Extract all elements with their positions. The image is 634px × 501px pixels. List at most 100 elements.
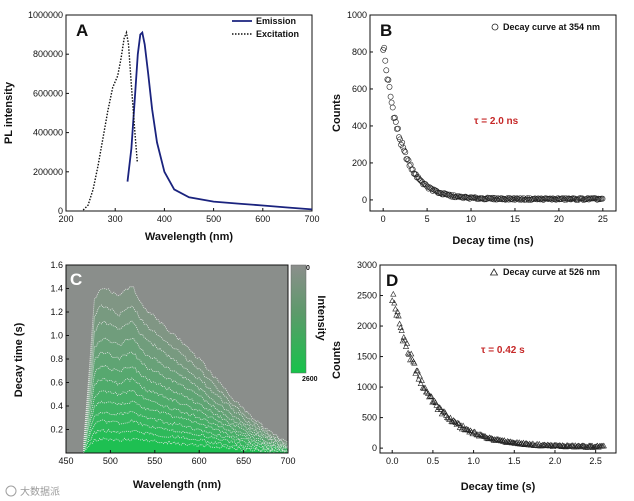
watermark-logo-icon [5,485,17,497]
panel-a-axis-x: 200 300 400 500 600 700 [58,208,320,224]
panel-c-ytick-label: 0.4 [50,401,63,411]
panel-a-ytick-label: 600000 [33,88,63,98]
data-point [592,443,599,450]
data-point [437,405,445,412]
panel-a-axis-y: 0 200000 400000 600000 800000 1000000 [28,10,69,216]
panel-d-xlabel: Decay time (s) [461,481,536,493]
panel-b-ylabel: Counts [331,94,343,132]
data-point [407,161,414,168]
data-point [381,44,388,51]
panel-c-ytick-label: 0.8 [50,354,63,364]
data-point [499,196,506,203]
data-point [485,194,492,201]
panel-d-ytick-label: 3000 [357,260,377,270]
panel-c-xtick-label: 700 [280,456,295,466]
panel-a-xlabel: Wavelength (nm) [145,231,234,243]
data-point [418,377,425,383]
legend-b-label: Decay curve at 354 nm [503,22,600,32]
panel-c-ytick-label: 1.0 [50,331,63,341]
panel-d-points [389,290,607,450]
data-point [562,443,569,450]
data-point [391,299,398,306]
panel-c-xtick-label: 650 [236,456,251,466]
data-point [399,337,406,344]
panel-d-ytick-label: 1500 [357,352,377,362]
data-point [470,428,477,435]
data-point [386,84,393,90]
data-point [444,414,451,420]
colorbar-title: Intensity [315,295,327,341]
data-point [409,166,416,173]
watermark-text: 大数据派 [20,485,60,498]
panel-c-ytick-label: 1.2 [50,307,63,317]
panel-d-ytick-label: 1000 [357,382,377,392]
data-point [408,350,415,357]
legend-emission-label: Emission [256,16,296,26]
data-point [600,442,607,449]
panel-d-ytick-label: 2000 [357,321,377,331]
panel-b: B 0 5 10 15 20 25 0 200 400 600 800 1000 Decay cur… [331,10,617,247]
colorbar [290,264,307,374]
panel-c-ylabel: Decay time (s) [13,322,25,397]
legend-b-marker [491,23,499,31]
panel-b-tau: τ = 2.0 ns [474,116,519,127]
data-point [420,181,427,188]
panel-b-ytick-label: 400 [352,121,367,131]
data-point [416,372,423,379]
panel-a-ytick-label: 800000 [33,49,63,59]
data-point [599,195,606,202]
panel-a: A 200 300 400 500 600 700 0 200000 400000 600000… [3,10,320,243]
panel-d-ytick-label: 0 [372,443,377,453]
panel-a-xtick-label: 200 [58,214,73,224]
panel-a-ytick-label: 400000 [33,128,63,138]
data-point [595,195,602,202]
data-point [418,177,424,184]
panel-d-xtick-label: 0.0 [386,456,399,466]
data-point [567,442,575,449]
data-point [505,196,512,203]
data-point [384,76,391,83]
panel-c-ytick-label: 0.2 [50,425,63,435]
data-point [415,375,422,382]
panel-b-ytick-label: 600 [352,84,367,94]
data-point [491,194,498,201]
panel-c-xtick-label: 450 [58,456,73,466]
panel-c-ytick-label: 0.6 [50,378,63,388]
data-point [433,401,440,408]
data-point [599,442,606,449]
data-point [451,418,458,424]
panel-c-ytick-label: 1.4 [50,284,63,294]
data-point [568,442,576,448]
data-point [389,104,396,111]
panel-a-ylabel: PL intensity [3,81,15,144]
data-point [415,174,421,180]
data-point [543,442,550,449]
data-point [492,437,500,443]
data-point [389,297,396,303]
panel-a-label: A [76,21,88,40]
panel-b-ytick-label: 200 [352,158,367,168]
panel-b-ytick-label: 1000 [347,10,367,20]
data-point [393,311,400,318]
data-point [446,191,453,198]
panel-b-axis-x: 0 5 10 15 20 25 [381,208,608,224]
data-point [504,195,511,202]
data-point [383,67,390,74]
data-point [484,435,491,441]
data-point [454,419,461,426]
panel-d: D 0.0 0.5 1.0 1.5 2.0 2.5 0 500 1000 1500 2000 250… [331,260,617,493]
panel-d-xtick-label: 2.0 [549,456,562,466]
data-point [395,312,402,319]
panel-a-xtick-label: 400 [157,214,172,224]
panel-d-ytick-label: 2500 [357,291,377,301]
panel-d-xtick-label: 0.5 [427,456,440,466]
panel-d-frame [379,264,617,454]
panel-a-frame [65,14,313,212]
panel-d-axis-y: 0 500 1000 1500 2000 2500 3000 [357,260,383,453]
data-point [401,336,409,343]
contour-band [83,437,289,454]
panel-a-legend: Emission Excitation [232,16,299,39]
data-point [391,114,398,121]
data-point [390,290,397,297]
panel-b-xtick-label: 15 [510,214,520,224]
